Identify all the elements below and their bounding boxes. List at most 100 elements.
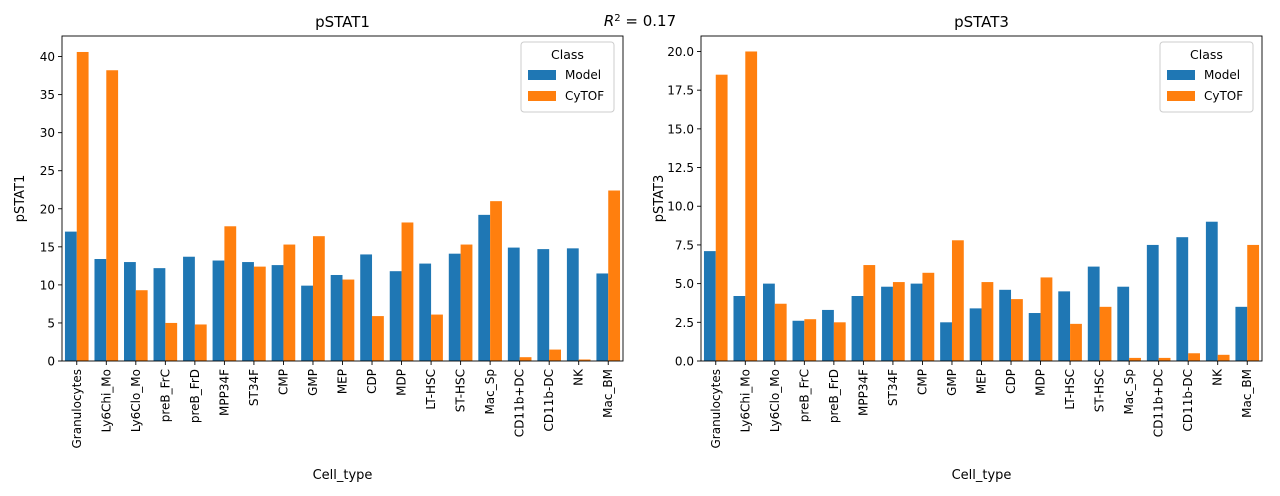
x-tick-label: MEP [336, 369, 350, 394]
bar-model-ST34F [881, 286, 893, 361]
bar-model-Mac_Sp [478, 214, 491, 361]
x-tick-label: GMP [945, 369, 959, 396]
bar-model-preB_FrC [153, 268, 166, 361]
x-tick-label: Ly6Clo_Mo [129, 369, 143, 432]
x-tick-label: Granulocytes [70, 369, 84, 449]
x-tick-label: preB_FrC [797, 369, 811, 422]
bar-model-ST-HSC [1087, 266, 1100, 361]
y-tick-label: 12.5 [667, 161, 694, 175]
x-tick-label: CMP [276, 369, 290, 395]
bar-cytof-Mac_BM [1247, 244, 1260, 361]
bar-cytof-GMP [312, 236, 325, 361]
bar-model-CMP [910, 283, 923, 361]
x-tick-label: CMP [915, 369, 929, 395]
bar-model-Mac_BM [596, 273, 609, 361]
x-tick-label: Ly6Chi_Mo [738, 369, 752, 432]
bar-model-MDP [389, 271, 402, 361]
y-tick-label: 2.5 [675, 316, 694, 330]
bar-cytof-ST34F [892, 282, 905, 361]
bar-model-preB_FrD [183, 256, 195, 361]
bar-model-CMP [271, 265, 284, 361]
y-tick-label: 17.5 [667, 84, 694, 98]
x-tick-label: ST-HSC [454, 369, 468, 412]
bar-cytof-ST34F [253, 266, 266, 361]
x-tick-label: preB_FrD [188, 369, 202, 423]
bar-model-MDP [1028, 313, 1041, 361]
x-tick-label: NK [1211, 368, 1225, 386]
bar-cytof-LT-HSC [431, 314, 443, 361]
bar-model-Ly6Clo_Mo [124, 262, 136, 361]
bar-model-CD11b+DC [1146, 244, 1159, 361]
y-tick-label: 0.0 [675, 355, 694, 369]
y-tick-label: 0 [47, 355, 55, 369]
bar-model-ST34F [242, 262, 254, 361]
y-tick-label: 15.0 [667, 122, 694, 136]
y-tick-label: 5 [47, 316, 55, 330]
bar-cytof-CD11b+DC [1158, 357, 1171, 361]
x-tick-label: GMP [306, 369, 320, 396]
figure-suptitle: R2 = 0.17 [604, 12, 676, 30]
legend-swatch-cytof [528, 91, 556, 101]
x-tick-label: CDP [1004, 369, 1018, 394]
x-tick-label: CD11b+DC [1152, 369, 1166, 437]
bar-model-MEP [969, 308, 982, 361]
bar-model-NK [1205, 221, 1218, 361]
legend-swatch-model [1167, 70, 1195, 80]
y-tick-label: 7.5 [675, 238, 694, 252]
bar-model-Mac_Sp [1117, 286, 1130, 361]
bar-cytof-ST-HSC [460, 244, 473, 361]
x-tick-label: Ly6Chi_Mo [99, 369, 113, 432]
bar-model-GMP [301, 285, 313, 361]
x-tick-label: MDP [395, 369, 409, 396]
bar-model-MEP [330, 274, 343, 361]
legend-label-cytof: CyTOF [565, 89, 604, 103]
y-axis-label: pSTAT3 [652, 175, 667, 223]
x-tick-label: Mac_BM [601, 369, 615, 418]
bar-model-CD11b-DC [537, 249, 550, 361]
x-tick-label: Mac_BM [1240, 369, 1254, 418]
bar-model-preB_FrD [822, 309, 834, 361]
bar-cytof-preB_FrD [833, 322, 846, 361]
bar-model-Mac_BM [1235, 306, 1248, 361]
bar-cytof-preB_FrD [194, 324, 207, 361]
bar-model-MPP34F [212, 260, 225, 361]
bar-cytof-Granulocytes [76, 51, 89, 361]
chart-panel-pstat1: pSTAT1 0 5 10 15 20 25 30 35 40 Granulocytes Ly6Chi… [13, 13, 624, 483]
y-tick-label: 35 [40, 88, 55, 102]
bar-model-Ly6Chi_Mo [733, 296, 746, 361]
legend-title: Class [551, 47, 584, 62]
x-tick-label: NK [572, 368, 586, 386]
legend-swatch-cytof [1167, 91, 1195, 101]
bar-cytof-Ly6Clo_Mo [774, 303, 787, 361]
legend-label-model: Model [1204, 68, 1240, 82]
legend: Class Model CyTOF [1159, 41, 1254, 113]
x-tick-label: Granulocytes [709, 369, 723, 449]
x-axis-label: Cell_type [313, 468, 373, 483]
x-tick-label: MEP [975, 369, 989, 394]
bar-cytof-Ly6Clo_Mo [135, 290, 148, 361]
bar-cytof-NK [1217, 354, 1230, 361]
bar-model-MPP34F [851, 296, 864, 361]
bar-cytof-NK [578, 359, 591, 361]
bar-cytof-MPP34F [224, 226, 237, 361]
x-tick-label: ST34F [247, 369, 261, 406]
bar-model-Granulocytes [64, 231, 77, 361]
x-tick-label: ST34F [886, 369, 900, 406]
bar-cytof-CD11b-DC [1188, 353, 1200, 361]
legend-label-cytof: CyTOF [1204, 89, 1243, 103]
bar-model-CD11b-DC [1176, 237, 1189, 361]
bar-model-Granulocytes [703, 251, 716, 361]
bar-model-NK [566, 248, 579, 361]
bar-cytof-Ly6Chi_Mo [106, 70, 119, 361]
x-tick-label: CD11b-DC [1181, 369, 1195, 431]
y-tick-label: 20.0 [667, 45, 694, 59]
x-tick-label: MDP [1034, 369, 1048, 396]
chart-title: pSTAT1 [315, 13, 370, 31]
bar-cytof-MDP [401, 222, 414, 361]
x-tick-label: Mac_Sp [1122, 369, 1136, 415]
y-tick-label: 25 [40, 164, 55, 178]
bar-cytof-MEP [342, 279, 355, 361]
bar-model-CD11b+DC [507, 247, 520, 361]
x-tick-label: MPP34F [856, 369, 870, 416]
y-tick-label: 10 [40, 278, 55, 292]
